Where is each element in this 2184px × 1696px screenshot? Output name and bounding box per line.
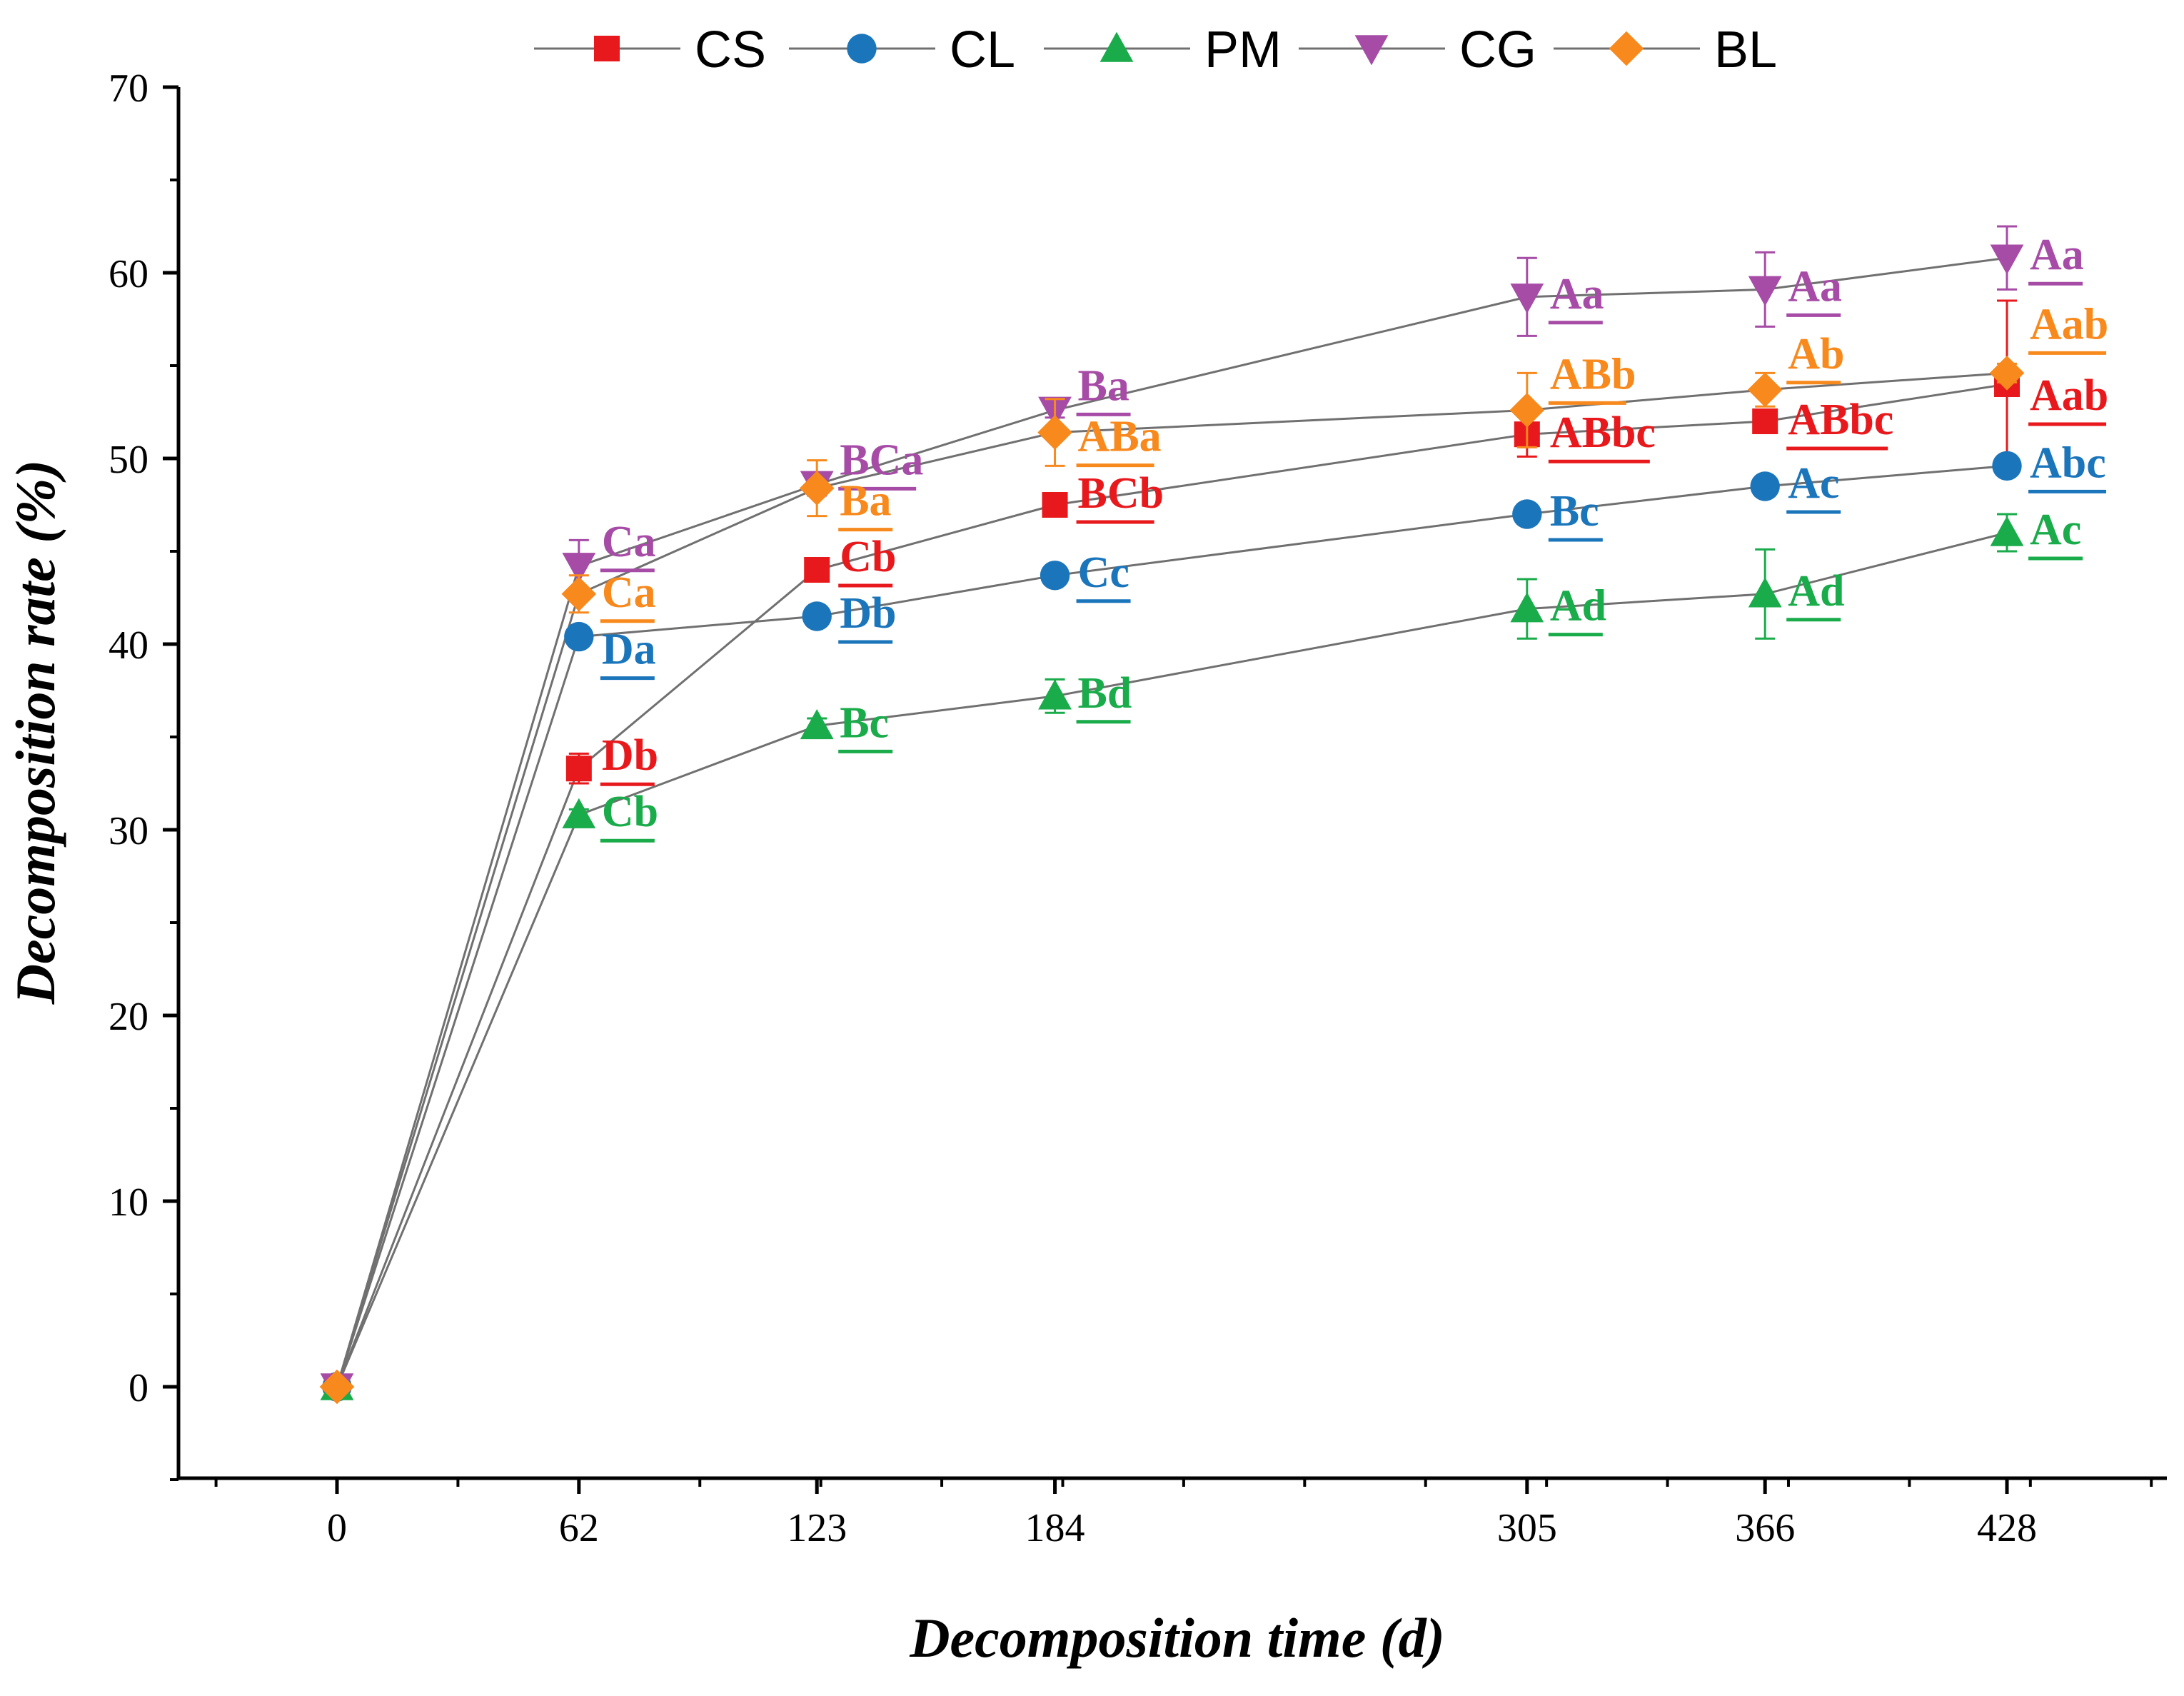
legend-marker-cs bbox=[594, 36, 620, 61]
marker-bl bbox=[799, 471, 835, 506]
marker-pm bbox=[1990, 516, 2024, 546]
marker-cl bbox=[1512, 499, 1542, 529]
annotation-cg: Ba bbox=[1078, 361, 1129, 410]
annotation-bl: ABb bbox=[1550, 350, 1636, 398]
annotation-cg: BCa bbox=[840, 436, 923, 484]
annotation-cl: Cc bbox=[1078, 548, 1129, 597]
marker-cg bbox=[1990, 244, 2024, 275]
annotation-cs: Aab bbox=[2030, 371, 2108, 420]
legend: CS CL PM CG BL bbox=[534, 21, 1777, 79]
marker-cs bbox=[565, 756, 592, 782]
x-tick-label: 184 bbox=[1025, 1506, 1085, 1550]
annotation-cg: Aa bbox=[1788, 262, 1842, 311]
marker-bl bbox=[319, 1369, 355, 1405]
annotation-cg: Ca bbox=[602, 518, 656, 566]
annotation-bl: ABa bbox=[1078, 413, 1162, 461]
series-line-bl bbox=[336, 371, 2008, 1388]
y-tick-label: 20 bbox=[109, 995, 149, 1039]
annotation-pm: Ac bbox=[2030, 506, 2081, 554]
annotation-bl: Aab bbox=[2030, 300, 2108, 348]
annotation-cs: ABbc bbox=[1788, 396, 1893, 444]
marker-cg bbox=[562, 553, 596, 583]
legend-label-cl: CL bbox=[950, 21, 1015, 79]
annotation-bl: Ca bbox=[602, 568, 656, 617]
marker-cg bbox=[1510, 283, 1544, 314]
legend-marker-cg bbox=[1354, 35, 1389, 66]
annotation-cs: Db bbox=[602, 731, 658, 780]
annotation-pm: Bd bbox=[1078, 669, 1132, 718]
x-tick-label: 305 bbox=[1497, 1506, 1557, 1550]
annotation-pm: Cb bbox=[602, 788, 658, 836]
marker-cg bbox=[1748, 276, 1782, 306]
marker-pm bbox=[562, 798, 596, 828]
annotation-cl: Bc bbox=[1550, 487, 1599, 536]
x-tick-label: 366 bbox=[1735, 1506, 1795, 1550]
marker-bl bbox=[1989, 356, 2025, 391]
legend-label-bl: BL bbox=[1714, 21, 1777, 79]
series-line-pm bbox=[336, 531, 2008, 1388]
marker-cs bbox=[804, 557, 830, 583]
legend-label-cg: CG bbox=[1459, 21, 1536, 79]
marker-cs bbox=[1752, 408, 1778, 434]
annotation-cs: ABbc bbox=[1550, 408, 1656, 457]
annotation-cl: Da bbox=[602, 626, 656, 674]
annotation-cl: Abc bbox=[2030, 438, 2106, 487]
annotation-bl: Ab bbox=[1788, 330, 1844, 378]
annotation-pm: Ad bbox=[1788, 567, 1844, 616]
y-tick-label: 0 bbox=[129, 1366, 149, 1410]
legend-label-cs: CS bbox=[695, 21, 766, 79]
marker-pm bbox=[1038, 679, 1072, 710]
legend-label-pm: PM bbox=[1204, 21, 1282, 79]
marker-pm bbox=[1510, 592, 1544, 623]
plot-area: 0 10 20 30 40 50 60 70 0 62 123 184 305 366 428 Db Cb BCb… bbox=[109, 66, 2167, 1550]
y-axis-title: Decomposition rate (%) bbox=[4, 460, 66, 1005]
y-tick-label: 30 bbox=[109, 809, 149, 853]
y-tick-label: 10 bbox=[109, 1180, 149, 1225]
series-line-cs bbox=[336, 383, 2008, 1388]
y-tick-label: 70 bbox=[109, 66, 149, 111]
x-tick-label: 0 bbox=[327, 1506, 347, 1550]
annotation-cs: BCb bbox=[1078, 469, 1164, 518]
annotation-cl: Db bbox=[840, 589, 896, 638]
annotation-cs: Cb bbox=[840, 533, 896, 581]
annotation-cg: Aa bbox=[2030, 231, 2084, 279]
annotation-pm: Ad bbox=[1550, 582, 1606, 631]
marker-cl bbox=[1750, 471, 1780, 501]
x-axis-title: Decomposition time (d) bbox=[909, 1607, 1445, 1669]
marker-bl bbox=[1747, 372, 1783, 408]
y-tick-label: 40 bbox=[109, 623, 149, 668]
x-tick-label: 62 bbox=[559, 1506, 599, 1550]
marker-cs bbox=[1042, 492, 1068, 518]
marker-pm bbox=[1748, 577, 1782, 608]
annotation-cl: Ac bbox=[1788, 459, 1839, 508]
x-tick-label: 123 bbox=[787, 1506, 847, 1550]
legend-marker-bl bbox=[1609, 31, 1644, 66]
y-tick-label: 60 bbox=[109, 252, 149, 296]
legend-marker-pm bbox=[1099, 31, 1134, 62]
y-tick-label: 50 bbox=[109, 438, 149, 482]
marker-cl bbox=[564, 621, 594, 652]
marker-bl bbox=[1037, 415, 1072, 450]
marker-cl bbox=[1040, 561, 1070, 591]
marker-bl bbox=[561, 576, 597, 612]
marker-cl bbox=[802, 601, 832, 631]
x-tick-label: 428 bbox=[1977, 1506, 2037, 1550]
legend-marker-cl bbox=[847, 34, 877, 64]
marker-pm bbox=[800, 709, 834, 740]
annotation-bl: Ba bbox=[840, 477, 891, 526]
marker-cl bbox=[1992, 451, 2022, 481]
annotation-pm: Bc bbox=[840, 698, 889, 747]
marker-bl bbox=[1509, 393, 1545, 428]
annotation-cg: Aa bbox=[1550, 270, 1604, 318]
